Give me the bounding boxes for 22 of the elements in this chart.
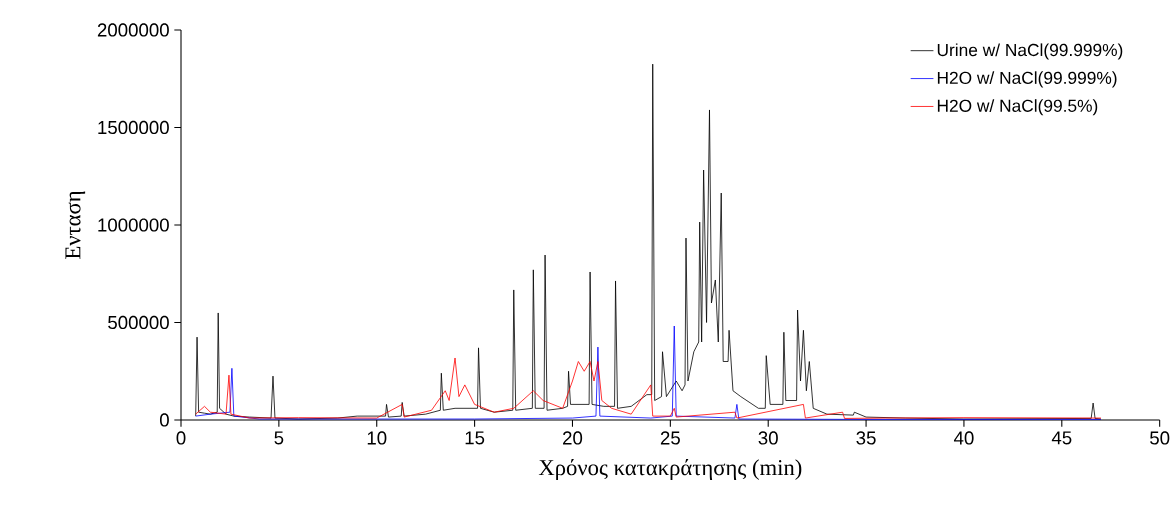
x-tick-label: 40 — [953, 431, 974, 445]
y-tick-label: 0 — [159, 413, 169, 427]
x-tick-label: 20 — [563, 431, 583, 445]
y-axis-title: Ενταση — [65, 191, 86, 259]
y-tick-label: 2000000 — [97, 23, 169, 37]
y-tick-label: 1000000 — [98, 218, 169, 232]
x-tick-label: 50 — [1150, 431, 1170, 445]
x-axis-title: Χρόνος κατακράτησης (min) — [538, 459, 802, 480]
x-tick-label: 15 — [465, 431, 485, 445]
x-tick-label: 30 — [758, 431, 778, 445]
y-tick-label: 500000 — [108, 315, 169, 330]
legend-label: H2O w/ NaCl(99.999%) — [937, 71, 1117, 88]
x-tick-label: 5 — [274, 431, 284, 445]
legend-label: Urine w/ NaCl(99.999%) — [937, 43, 1123, 60]
y-tick-label: 1500000 — [98, 120, 169, 135]
line-series — [195, 357, 1102, 419]
x-tick-label: 10 — [367, 431, 387, 445]
x-tick-label: 0 — [176, 431, 186, 445]
legend-label: H2O w/ NaCl(99.5%) — [937, 99, 1098, 116]
x-tick-label: 35 — [856, 431, 876, 445]
x-tick-label: 25 — [660, 431, 680, 445]
x-tick-label: 45 — [1051, 431, 1072, 445]
